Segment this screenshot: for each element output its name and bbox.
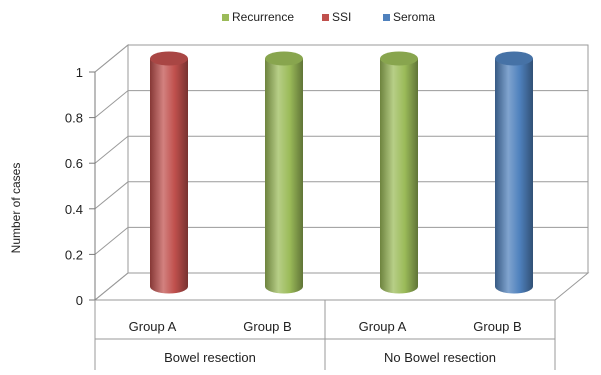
gridline bbox=[94, 272, 588, 301]
bar-body bbox=[150, 58, 188, 294]
x-category-label: Group A bbox=[359, 319, 407, 334]
bar-body bbox=[495, 58, 533, 294]
legend-label: Recurrence bbox=[232, 10, 294, 24]
y-tick-label: 0.4 bbox=[65, 202, 83, 217]
chart-walls bbox=[93, 43, 590, 302]
legend-item: Recurrence bbox=[222, 10, 294, 24]
y-axis-label: Number of cases bbox=[9, 163, 23, 254]
x-group-label: No Bowel resection bbox=[384, 350, 496, 365]
gridlines bbox=[94, 44, 588, 301]
bar-top bbox=[495, 51, 533, 66]
bar bbox=[150, 51, 188, 294]
legend-item: SSI bbox=[322, 10, 351, 24]
x-category-label: Group B bbox=[243, 319, 291, 334]
gridline bbox=[94, 181, 588, 210]
legend-swatch bbox=[222, 14, 229, 21]
chart-legend: Recurrence SSI Seroma bbox=[222, 10, 435, 24]
x-category-label: Group A bbox=[129, 319, 177, 334]
legend-item: Seroma bbox=[383, 10, 435, 24]
bar bbox=[495, 51, 533, 294]
x-group-label: Bowel resection bbox=[164, 350, 256, 365]
gridline bbox=[94, 135, 588, 164]
y-tick-label: 0.2 bbox=[65, 247, 83, 262]
bar-top bbox=[265, 51, 303, 66]
y-tick-label: 0 bbox=[76, 293, 83, 308]
legend-label: SSI bbox=[332, 10, 351, 24]
gridline bbox=[94, 90, 588, 118]
side-wall bbox=[94, 43, 129, 302]
y-tick-label: 0.8 bbox=[65, 111, 83, 126]
bar-series bbox=[150, 51, 533, 294]
bar-top bbox=[150, 51, 188, 66]
x-category-label: Group B bbox=[473, 319, 521, 334]
x-axis-table: Group A Group B Bowel resection Group A Grou… bbox=[94, 300, 556, 370]
bar-body bbox=[380, 58, 418, 294]
bar-top bbox=[380, 51, 418, 66]
bar bbox=[265, 51, 303, 294]
gridline bbox=[94, 226, 588, 255]
y-tick-label: 0.6 bbox=[65, 156, 83, 171]
y-tick-label: 1 bbox=[76, 65, 83, 80]
y-axis-ticks: 0 0.2 0.4 0.6 0.8 1 bbox=[65, 65, 96, 308]
bar-body bbox=[265, 58, 303, 294]
gridline bbox=[94, 44, 588, 73]
bar bbox=[380, 51, 418, 294]
legend-swatch bbox=[383, 14, 390, 21]
legend-swatch bbox=[322, 14, 329, 21]
legend-label: Seroma bbox=[393, 10, 435, 24]
